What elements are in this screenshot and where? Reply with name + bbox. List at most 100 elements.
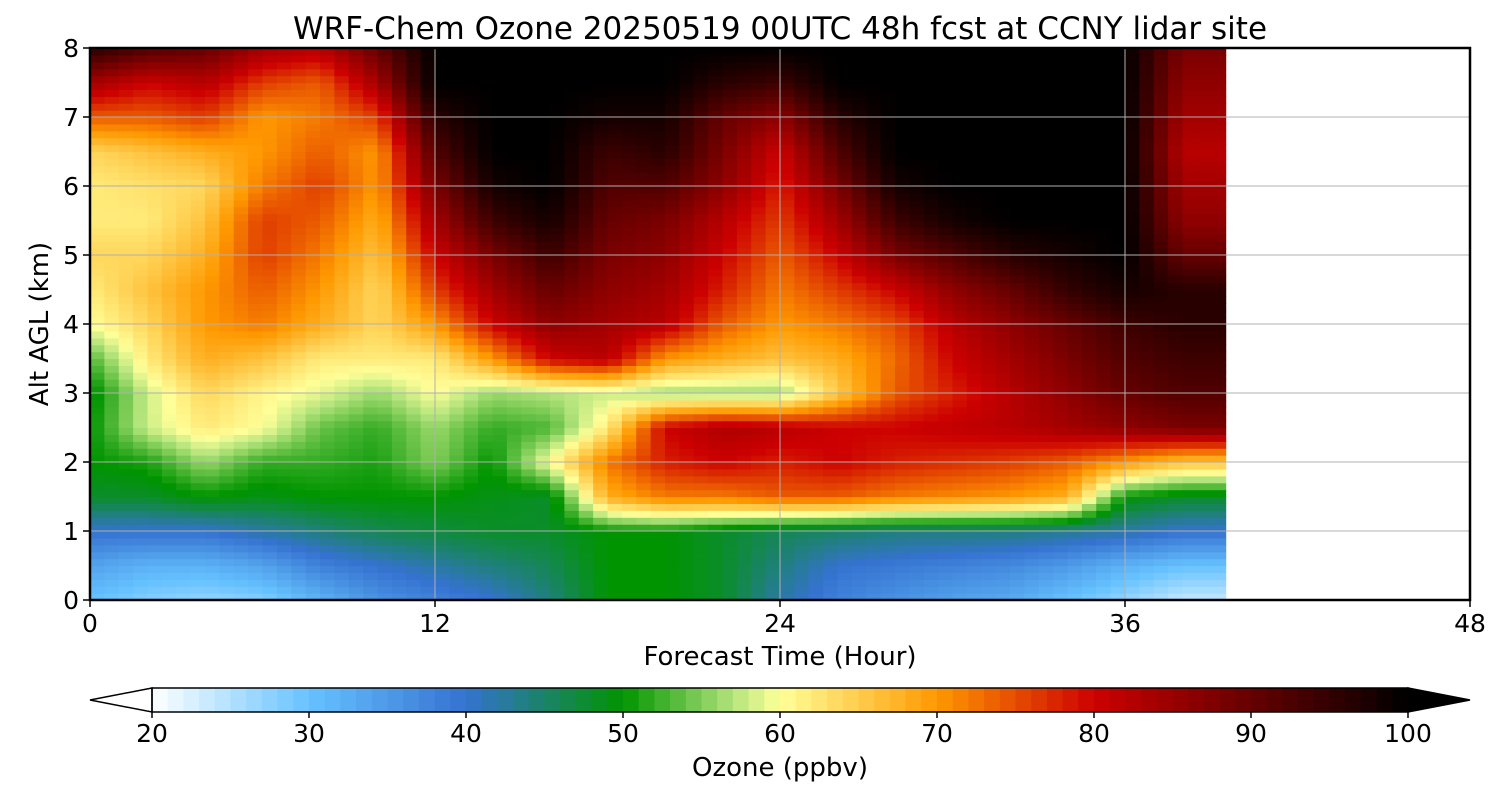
heatmap-cell <box>276 151 292 159</box>
heatmap-cell <box>118 551 134 560</box>
heatmap-cell <box>808 586 824 594</box>
heatmap-cell <box>952 324 968 332</box>
heatmap-cell <box>276 248 292 256</box>
heatmap-cell <box>564 537 580 546</box>
heatmap-cell <box>665 517 680 525</box>
heatmap-cell <box>578 537 594 546</box>
heatmap-cell <box>636 558 652 567</box>
heatmap-cell <box>837 365 853 373</box>
heatmap-cell <box>794 54 810 63</box>
heatmap-cell <box>506 579 522 587</box>
heatmap-cell <box>147 82 163 90</box>
heatmap-cell <box>837 199 853 208</box>
heatmap-cell <box>938 303 954 311</box>
heatmap-cell <box>262 517 278 525</box>
heatmap-cell <box>391 268 407 277</box>
heatmap-cell <box>665 489 680 498</box>
heatmap-cell <box>880 137 896 146</box>
heatmap-cell <box>808 344 824 353</box>
heatmap-cell <box>938 496 954 504</box>
heatmap-cell <box>578 96 594 104</box>
heatmap-cell <box>794 172 810 180</box>
heatmap-cell <box>205 448 220 456</box>
heatmap-cell <box>650 510 666 518</box>
heatmap-cell <box>938 386 954 394</box>
heatmap-cell <box>952 130 968 139</box>
heatmap-cell <box>104 537 120 546</box>
heatmap-cell <box>506 96 522 104</box>
heatmap-cell <box>966 441 982 449</box>
heatmap-cell <box>233 462 249 470</box>
heatmap-cell <box>823 324 839 332</box>
heatmap-cell <box>334 165 350 173</box>
heatmap-cell <box>161 282 177 291</box>
heatmap-cell <box>492 579 508 587</box>
heatmap-cell <box>837 61 853 70</box>
heatmap-cell <box>895 130 910 139</box>
heatmap-cell <box>693 310 709 318</box>
heatmap-cell <box>708 434 724 442</box>
heatmap-cell <box>808 303 824 311</box>
heatmap-cell <box>593 165 609 173</box>
heatmap-cell <box>837 96 853 104</box>
heatmap-cell <box>966 558 982 567</box>
heatmap-cell <box>276 137 292 146</box>
heatmap-cell <box>305 386 321 394</box>
heatmap-cell <box>794 179 810 187</box>
heatmap-cell <box>492 317 508 325</box>
heatmap-cell <box>320 296 335 304</box>
heatmap-cell <box>736 441 752 449</box>
heatmap-cell <box>794 572 810 580</box>
heatmap-cell <box>751 275 767 284</box>
heatmap-cell <box>248 248 264 256</box>
heatmap-cell <box>550 268 565 277</box>
heatmap-cell <box>291 572 307 580</box>
heatmap-cell <box>966 427 982 435</box>
heatmap-cell <box>679 372 695 380</box>
heatmap-cell <box>708 365 724 373</box>
heatmap-cell <box>420 406 436 415</box>
heatmap-cell <box>276 406 292 415</box>
heatmap-cell <box>161 96 177 104</box>
heatmap-cell <box>708 537 724 546</box>
heatmap-cell <box>708 117 724 125</box>
heatmap-cell <box>650 213 666 222</box>
heatmap-cell <box>880 103 896 111</box>
heatmap-cell <box>320 441 335 449</box>
heatmap-cell <box>449 268 465 277</box>
heatmap-cell <box>736 386 752 394</box>
heatmap-cell <box>334 434 350 442</box>
heatmap-cell <box>176 268 192 277</box>
heatmap-cell <box>736 551 752 560</box>
heatmap-cell <box>276 482 292 491</box>
heatmap-cell <box>478 503 494 511</box>
heatmap-cell <box>895 379 910 387</box>
heatmap-cell <box>104 413 120 422</box>
heatmap-cell <box>923 130 939 139</box>
heatmap-cell <box>90 544 105 553</box>
heatmap-cell <box>478 524 494 532</box>
heatmap-cell <box>866 158 882 166</box>
heatmap-cell <box>233 303 249 311</box>
heatmap-cell <box>564 241 580 249</box>
heatmap-cell <box>736 482 752 491</box>
heatmap-cell <box>880 531 896 539</box>
heatmap-cell <box>205 324 220 332</box>
heatmap-cell <box>449 123 465 132</box>
heatmap-cell <box>190 517 206 525</box>
heatmap-cell <box>808 503 824 511</box>
heatmap-cell <box>909 241 925 249</box>
heatmap-cell <box>679 386 695 394</box>
heatmap-cell <box>736 103 752 111</box>
heatmap-cell <box>104 434 120 442</box>
heatmap-cell <box>363 413 379 422</box>
heatmap-cell <box>895 468 910 477</box>
heatmap-cell <box>463 482 479 491</box>
heatmap-cell <box>521 165 537 173</box>
heatmap-cell <box>607 303 623 311</box>
heatmap-cell <box>406 496 422 504</box>
heatmap-cell <box>736 420 752 429</box>
heatmap-cell <box>794 275 810 284</box>
heatmap-cell <box>506 565 522 573</box>
heatmap-cell <box>248 144 264 153</box>
